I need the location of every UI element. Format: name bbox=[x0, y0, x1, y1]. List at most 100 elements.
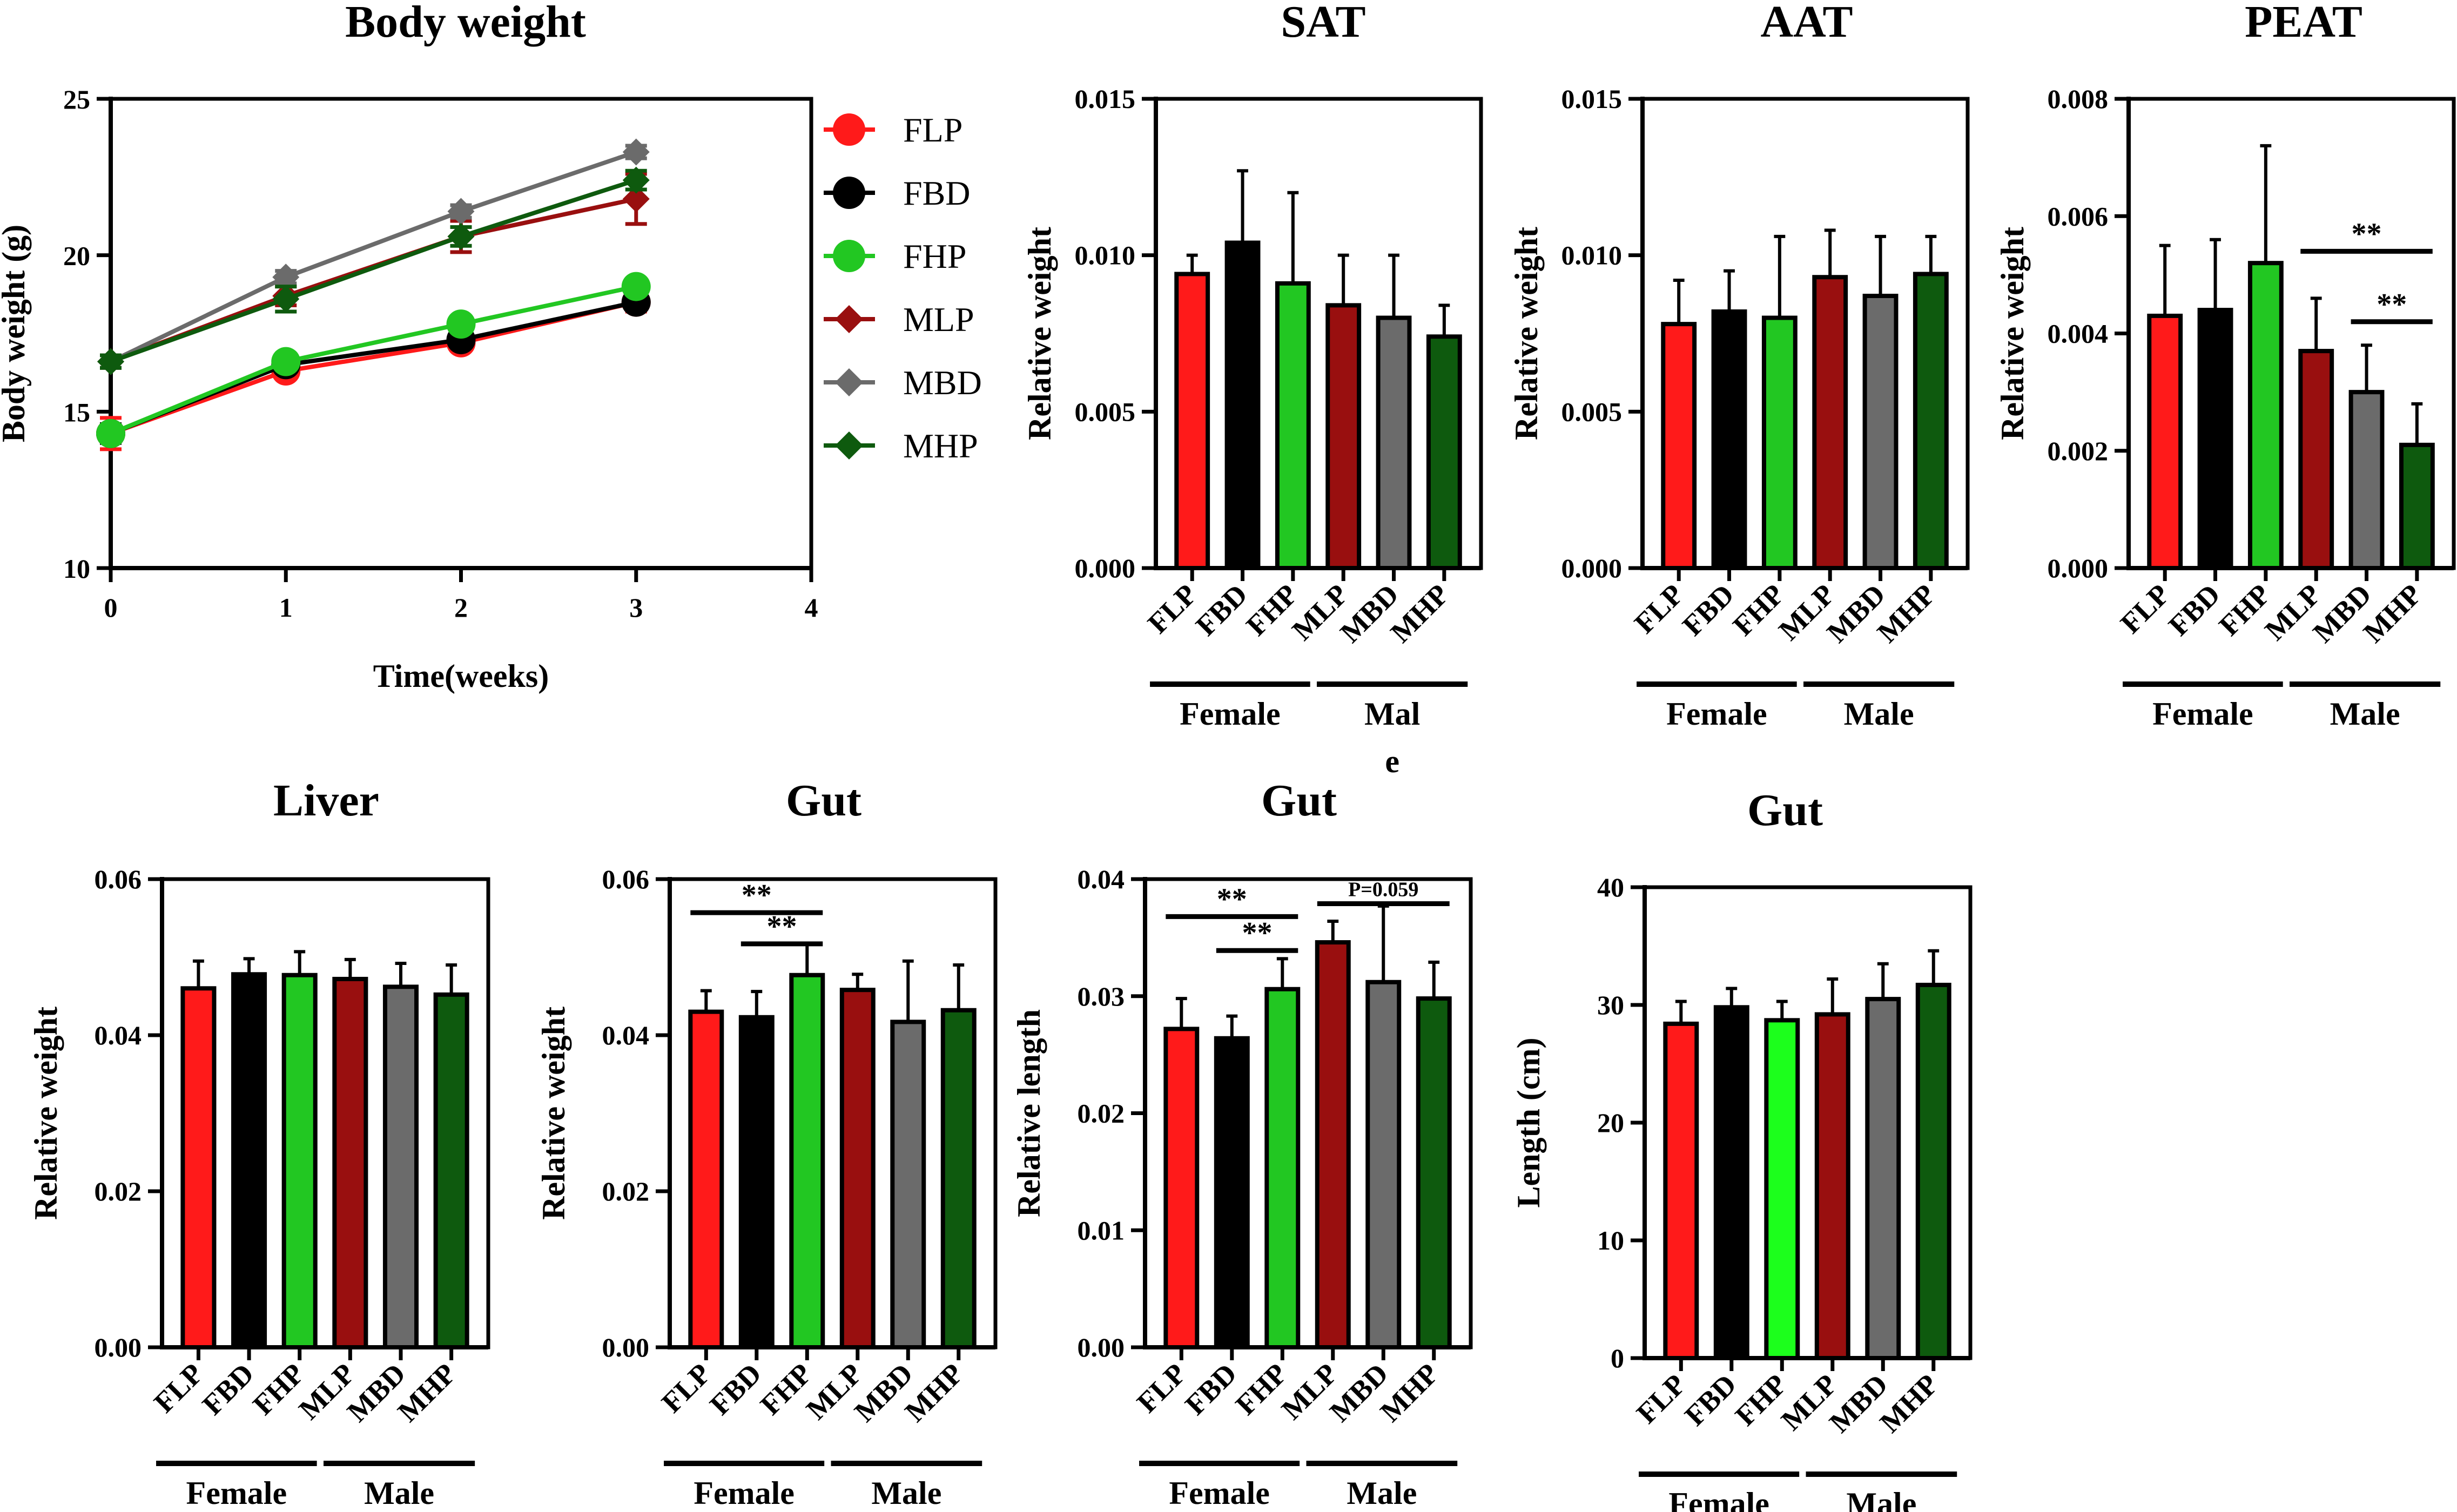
chart-aat: AAT 0.000 0.005 0.010 0.015 Relative weight FL… bbox=[1509, 0, 1970, 732]
x-axis-label: Time(weeks) bbox=[373, 658, 549, 694]
group-label-male: Male bbox=[2330, 696, 2400, 732]
y-tick-label: 0.06 bbox=[602, 864, 650, 894]
chart-title: Gut bbox=[1261, 775, 1337, 826]
y-tick-label: 30 bbox=[1597, 990, 1624, 1020]
legend-marker-flp bbox=[833, 113, 865, 146]
x-tick-label-flp: FLP bbox=[1628, 578, 1690, 640]
y-tick-label: 0 bbox=[1611, 1343, 1624, 1373]
bar-mhp bbox=[433, 992, 469, 1349]
group-label-male: Male bbox=[1844, 696, 1914, 732]
bar-fbd bbox=[1711, 309, 1747, 570]
x-tick-label-mhp: MHP bbox=[392, 1357, 462, 1428]
series-line-fhp bbox=[110, 284, 637, 436]
significance-label: ** bbox=[1242, 916, 1273, 950]
x-tick-label-mbd: MBD bbox=[1821, 578, 1892, 649]
group-label-female: Female bbox=[2152, 696, 2253, 732]
chart-title: PEAT bbox=[2245, 0, 2362, 47]
y-tick-label: 20 bbox=[1597, 1108, 1624, 1138]
y-tick-label: 0.02 bbox=[602, 1176, 650, 1206]
chart-title: SAT bbox=[1281, 0, 1365, 47]
group-label-male: Male bbox=[1846, 1486, 1916, 1512]
point-mlp bbox=[622, 185, 650, 213]
y-tick-label: 0.010 bbox=[1561, 240, 1623, 271]
y-axis-label: Length (cm) bbox=[1511, 1038, 1546, 1208]
bar-fbd bbox=[231, 972, 267, 1350]
x-tick-label-mbd: MBD bbox=[1823, 1368, 1894, 1439]
bar-mlp bbox=[332, 976, 368, 1349]
legend-label-mhp: MHP bbox=[903, 427, 978, 465]
significance-label: ** bbox=[767, 910, 797, 943]
y-tick-label: 0.00 bbox=[1078, 1332, 1125, 1362]
x-tick-label-mhp: MHP bbox=[1874, 1368, 1944, 1439]
bar-fhp bbox=[1764, 1018, 1800, 1360]
legend-label-fbd: FBD bbox=[903, 174, 971, 212]
group-label-female: Female bbox=[186, 1475, 287, 1511]
point-mhp bbox=[97, 348, 124, 375]
y-axis-label: Body weight (g) bbox=[0, 225, 31, 442]
bar-mlp bbox=[2298, 349, 2334, 571]
legend-label-mbd: MBD bbox=[903, 363, 982, 402]
y-axis-label: Relative length bbox=[1011, 1009, 1047, 1217]
x-tick-label-fbd: FBD bbox=[196, 1357, 260, 1421]
point-fhp bbox=[271, 347, 301, 376]
chart-title: Gut bbox=[1747, 785, 1823, 835]
y-tick-label: 25 bbox=[63, 84, 90, 114]
y-tick-label: 0.02 bbox=[1078, 1098, 1125, 1129]
y-tick-label: 0.06 bbox=[95, 864, 142, 894]
x-tick-label-flp: FLP bbox=[1141, 578, 1203, 640]
bar-mhp bbox=[1426, 334, 1462, 570]
bar-fhp bbox=[1761, 315, 1798, 570]
chart-gut-length-rel: Gut 0.00 0.01 0.02 0.03 0.04 Relative length FL… bbox=[1011, 775, 1473, 1511]
bar-flp bbox=[2147, 313, 2183, 570]
x-tick-label-flp: FLP bbox=[1630, 1368, 1692, 1430]
legend-label-mlp: MLP bbox=[903, 300, 974, 339]
bar-flp bbox=[1663, 1021, 1699, 1360]
bar-mlp bbox=[1325, 303, 1362, 570]
legend-marker-fhp bbox=[833, 240, 865, 272]
legend-marker-mlp bbox=[835, 305, 863, 333]
y-tick-label: 0.04 bbox=[95, 1020, 142, 1050]
significance-label: ** bbox=[2352, 217, 2382, 251]
bar-flp bbox=[180, 986, 217, 1350]
x-tick-label-fbd: FBD bbox=[2162, 578, 2226, 642]
y-tick-label: 0.01 bbox=[1078, 1215, 1125, 1245]
y-tick-label: 0.002 bbox=[2048, 436, 2109, 466]
chart-title: Liver bbox=[273, 775, 379, 826]
x-tick-label: 4 bbox=[805, 592, 818, 623]
chart-sat: SAT 0.000 0.005 0.010 0.015 Relative weight FL… bbox=[1022, 0, 1483, 779]
y-axis-label: Relative weight bbox=[1995, 227, 2030, 440]
y-tick-label: 0.015 bbox=[1561, 84, 1623, 114]
x-tick-label-mhp: MHP bbox=[1374, 1357, 1445, 1428]
x-tick-label-fbd: FBD bbox=[1179, 1357, 1243, 1421]
bar-flp bbox=[1661, 322, 1697, 570]
bar-fbd bbox=[1713, 1005, 1749, 1360]
bar-flp bbox=[1163, 1027, 1200, 1349]
bar-mhp bbox=[1416, 996, 1452, 1349]
significance-label: ** bbox=[1217, 882, 1247, 916]
legend-label-flp: FLP bbox=[903, 111, 962, 149]
point-fhp bbox=[446, 309, 476, 339]
bar-mbd bbox=[1376, 315, 1412, 570]
legend-label-fhp: FHP bbox=[903, 237, 966, 275]
bar-fbd bbox=[738, 1015, 775, 1349]
y-tick-label: 0.010 bbox=[1075, 240, 1136, 271]
x-tick-label-mhp: MHP bbox=[899, 1357, 970, 1428]
y-tick-label: 0.00 bbox=[602, 1332, 650, 1362]
y-axis-label: Relative weight bbox=[1022, 227, 1058, 440]
x-tick-label-flp: FLP bbox=[147, 1357, 210, 1419]
bar-mbd bbox=[1862, 293, 1899, 570]
group-label-female: Female bbox=[1666, 696, 1767, 732]
y-axis-label: Relative weight bbox=[536, 1007, 571, 1220]
y-tick-label: 0.000 bbox=[1075, 553, 1136, 583]
x-tick-label-mbd: MBD bbox=[848, 1357, 919, 1428]
series-line-mlp bbox=[110, 197, 637, 364]
bar-fhp bbox=[2247, 261, 2284, 570]
x-tick-label-mbd: MBD bbox=[341, 1357, 412, 1428]
x-tick-label-fbd: FBD bbox=[1678, 1368, 1742, 1432]
legend-marker-fbd bbox=[833, 177, 865, 209]
group-label-female: Female bbox=[1180, 696, 1281, 732]
y-tick-label: 0.000 bbox=[1561, 553, 1623, 583]
y-tick-label: 0.03 bbox=[1078, 981, 1125, 1011]
x-tick-label-flp: FLP bbox=[655, 1357, 717, 1419]
